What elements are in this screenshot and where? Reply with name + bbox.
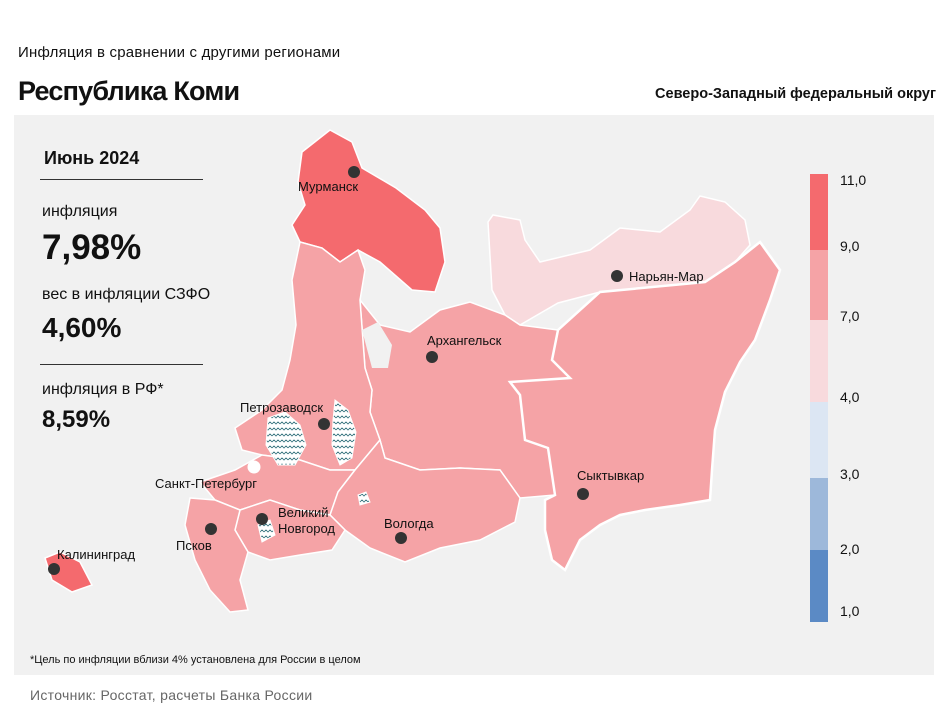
lake-beloye — [357, 491, 371, 506]
divider-bottom — [40, 364, 203, 365]
footnote: *Цель по инфляции вблизи 4% установлена … — [30, 654, 361, 666]
city-dot — [247, 460, 261, 474]
divider-top — [40, 179, 203, 180]
city-dot — [577, 488, 589, 500]
region-karelia — [234, 241, 381, 471]
legend-label: 4,0 — [840, 389, 860, 405]
legend-scale — [810, 174, 828, 622]
district-title: Северо-Западный федеральный округ — [655, 86, 936, 102]
legend-label: 9,0 — [840, 238, 860, 254]
source-note: Источник: Росстат, расчеты Банка России — [30, 687, 313, 703]
city-label-naryan-mar: Нарьян-Мар — [629, 269, 704, 284]
region-komi — [507, 240, 782, 572]
legend-label: 2,0 — [840, 541, 860, 557]
weight-value: 4,60% — [42, 312, 122, 343]
legend-band — [810, 320, 828, 402]
city-dot — [318, 418, 330, 430]
rf-inflation-label: инфляция в РФ* — [42, 381, 164, 398]
region-kaliningrad — [44, 551, 94, 593]
rf-inflation-value: 8,59% — [42, 406, 111, 433]
city-label-pskov: Псков — [176, 538, 212, 553]
city-label-murmansk: Мурманск — [298, 179, 358, 194]
inflation-value: 7,98% — [42, 228, 142, 267]
city-label-kaliningrad: Калининград — [57, 547, 135, 562]
city-label-velikiy: Великий — [278, 505, 329, 520]
city-dot — [205, 523, 217, 535]
city-dot — [611, 270, 623, 282]
city-label-syktyvkar: Сыктывкар — [577, 468, 644, 483]
legend-label: 3,0 — [840, 466, 860, 482]
legend-band — [810, 174, 828, 250]
city-dot — [348, 166, 360, 178]
legend-band — [810, 250, 828, 320]
city-label-petrozavodsk: Петрозаводск — [240, 400, 323, 415]
supertitle: Инфляция в сравнении с другими регионами — [18, 44, 341, 61]
city-dot — [426, 351, 438, 363]
region-vologda — [329, 438, 521, 563]
lake-onega — [331, 399, 357, 466]
city-dot — [48, 563, 60, 575]
city-label-arkhangelsk: Архангельск — [427, 333, 502, 348]
city-dot — [256, 513, 268, 525]
white-sea — [362, 322, 392, 368]
region-murmansk — [291, 129, 446, 293]
region-title: Республика Коми — [18, 76, 240, 106]
city-label-spb: Санкт-Петербург — [155, 476, 257, 491]
region-pskov — [184, 497, 249, 613]
region-nenets — [487, 195, 751, 326]
weight-label: вес в инфляции СЗФО — [42, 286, 211, 303]
period-label: Июнь 2024 — [44, 148, 140, 168]
legend-band — [810, 478, 828, 550]
legend-label: 7,0 — [840, 308, 860, 324]
legend-band — [810, 550, 828, 622]
legend-label: 1,0 — [840, 603, 860, 619]
city-label-vologda: Вологда — [384, 516, 434, 531]
legend-band — [810, 402, 828, 478]
city-label-novgorod: Новгород — [278, 521, 335, 536]
inflation-label: инфляция — [42, 203, 118, 220]
lake-ladoga — [265, 411, 307, 466]
city-dot — [395, 532, 407, 544]
legend-label: 11,0 — [840, 172, 867, 188]
